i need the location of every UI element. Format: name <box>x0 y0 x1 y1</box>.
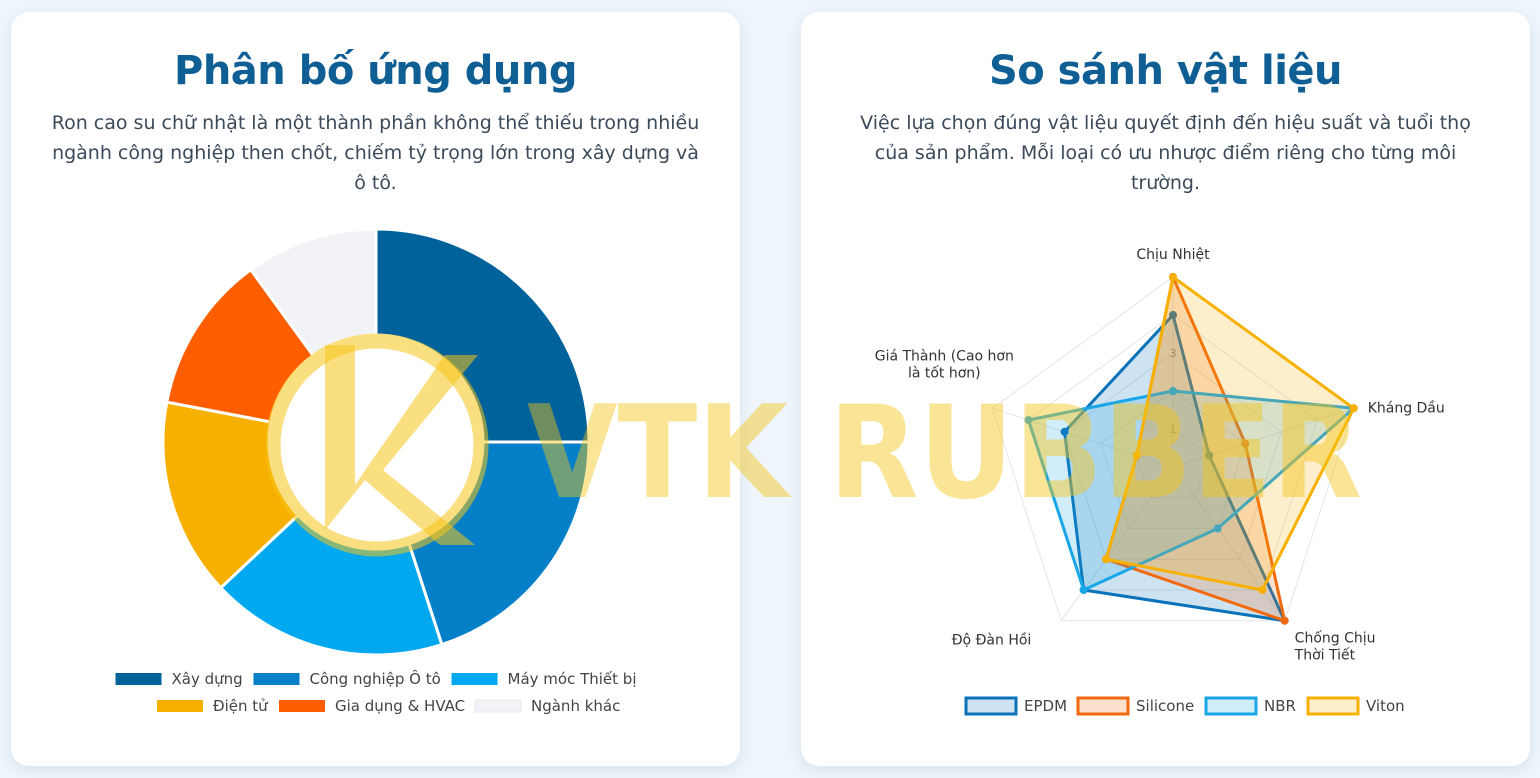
legend-item-cong-nghiep-o-to[interactable]: Công nghiệp Ô tô <box>253 669 441 688</box>
radar-axis-label-khang-dau: Kháng Dầu <box>1368 400 1445 416</box>
legend-swatch <box>279 700 325 712</box>
legend-label: NBR <box>1264 697 1296 715</box>
radar-grid-ring <box>1063 352 1283 560</box>
legend-label: Ngành khác <box>531 697 620 715</box>
radar-axis-label-chong-chiu-thoi-tiet: Chống Chịu Thời Tiết <box>1294 630 1376 664</box>
radar-axis-label-gia-thanh-cao-hon-la-tot-hon: Giá Thành (Cao hơn là tốt hơn) <box>875 348 1014 381</box>
legend-item-nganh-khac[interactable]: Ngành khác <box>474 697 620 715</box>
radar-axis-label-chiu-nhiet: Chịu Nhiệt <box>1136 247 1210 263</box>
legend-label: Xây dựng <box>172 670 243 688</box>
radar-area-viton <box>1104 275 1356 592</box>
radar-point[interactable] <box>1349 404 1358 413</box>
radar-point[interactable] <box>1169 311 1177 319</box>
radar-spoke <box>1172 407 1354 468</box>
application-distribution-title: Phân bố ứng dụng <box>174 48 577 94</box>
legend-item-gia-dung-hvac[interactable]: Gia dụng & HVAC <box>279 697 465 715</box>
legend-swatch <box>964 696 1018 716</box>
legend-label: Điện tử <box>213 697 269 715</box>
radar-series-nbr[interactable] <box>1024 387 1358 594</box>
radar-series-viton[interactable] <box>1101 273 1358 594</box>
radar-spoke <box>1172 466 1286 622</box>
radar-point[interactable] <box>1101 555 1110 564</box>
legend-item-xay-dung[interactable]: Xây dựng <box>115 670 243 688</box>
legend-swatch <box>474 699 522 713</box>
legend-swatch <box>157 700 203 712</box>
legend-swatch <box>451 673 498 685</box>
material-comparison-card: So sánh vật liệu Việc lựa chọn đúng vật … <box>801 12 1530 766</box>
radar-area-nbr <box>1026 389 1356 592</box>
radar-tick-label: 1 <box>1170 423 1177 436</box>
legend-swatch <box>253 673 300 685</box>
radar-point[interactable] <box>1213 524 1222 533</box>
radar-point[interactable] <box>1024 416 1033 425</box>
donut-slice-cong-nghiep-o-to[interactable] <box>407 440 591 647</box>
legend-swatch <box>1306 696 1360 716</box>
material-comparison-title: So sánh vật liệu <box>988 48 1343 94</box>
radar-point[interactable] <box>1280 616 1289 625</box>
legend-item-viton[interactable]: Viton <box>1306 696 1405 716</box>
legend-item-nbr[interactable]: NBR <box>1204 696 1296 716</box>
donut-slice-xay-dung[interactable] <box>374 227 591 444</box>
radar-tick-label: 3 <box>1170 347 1177 360</box>
legend-swatch <box>1204 696 1258 716</box>
radar-point[interactable] <box>1060 427 1069 436</box>
legend-item-epdm[interactable]: EPDM <box>964 696 1067 716</box>
legend-item-dien-tu[interactable]: Điện tử <box>157 697 269 715</box>
radar-axis-label-do-dan-hoi: Độ Đàn Hồi <box>952 632 1032 649</box>
radar-point[interactable] <box>1079 585 1088 594</box>
radar-grid-ring <box>1100 390 1246 529</box>
legend-item-silicone[interactable]: Silicone <box>1076 696 1194 716</box>
radar-spoke <box>1060 466 1174 622</box>
radar-point[interactable] <box>1169 273 1177 281</box>
radar-point[interactable] <box>1132 451 1141 460</box>
radar-point[interactable] <box>1241 439 1250 448</box>
legend-label: Công nghiệp Ô tô <box>310 669 441 688</box>
legend-label: Silicone <box>1136 697 1194 715</box>
radar-point[interactable] <box>1205 451 1214 460</box>
radar-point[interactable] <box>1258 585 1267 594</box>
radar-point[interactable] <box>1169 387 1177 395</box>
legend-item-may-moc-thiet-bi[interactable]: Máy móc Thiết bị <box>451 670 637 688</box>
radar-area-epdm <box>1063 313 1287 623</box>
application-distribution-description: Ron cao su chữ nhật là một thành phần kh… <box>51 112 700 194</box>
radar-grid-ring <box>1136 428 1210 499</box>
legend-label: EPDM <box>1024 697 1067 715</box>
legend-swatch <box>115 673 162 685</box>
legend-swatch <box>1076 696 1130 716</box>
material-comparison-description: Việc lựa chọn đúng vật liệu quyết định đ… <box>860 112 1471 194</box>
application-distribution-card: Phân bố ứng dụng Ron cao su chữ nhật là … <box>11 12 740 766</box>
legend-label: Viton <box>1366 697 1405 715</box>
legend-label: Máy móc Thiết bị <box>508 670 637 688</box>
radar-spoke <box>992 407 1174 468</box>
application-donut-chart: Xây dựng Công nghiệp Ô tô Máy móc Thiết bị… <box>115 227 637 715</box>
legend-label: Gia dụng & HVAC <box>335 697 465 715</box>
